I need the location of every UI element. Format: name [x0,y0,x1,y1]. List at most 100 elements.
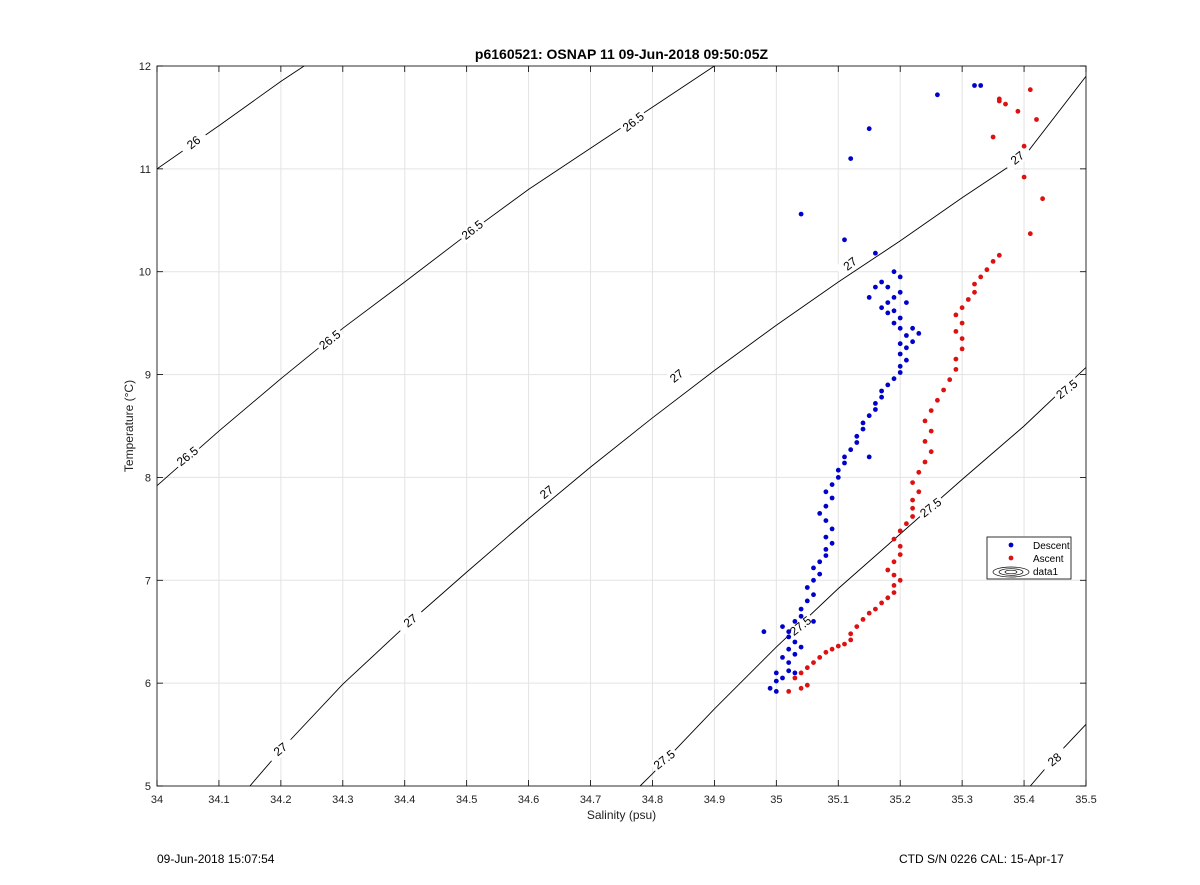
data-point [842,237,847,243]
data-point [873,284,878,290]
data-point [897,289,903,295]
data-point [811,619,816,624]
data-point [829,526,835,532]
data-point [885,300,891,305]
x-tick-label: 34.1 [208,794,229,806]
data-point [891,583,897,588]
data-point [842,641,847,647]
chart-title: p6160521: OSNAP 11 09-Jun-2018 09:50:05Z [475,46,769,62]
data-point [823,489,829,495]
data-point [916,331,922,336]
data-point [885,310,891,316]
data-point [996,98,1002,104]
data-point [990,134,996,140]
data-point [910,480,915,485]
data-point [897,363,903,369]
data-point [891,572,897,578]
data-point [817,571,823,577]
data-point [953,312,959,318]
data-point [879,388,884,394]
data-point [811,565,816,571]
data-point [866,413,872,419]
data-point [798,644,804,650]
data-point [897,552,903,557]
data-point [928,408,934,413]
y-axis-label: Temperature (°C) [122,380,136,472]
y-tick-label: 5 [145,781,151,793]
data-point [798,685,804,691]
data-point [904,521,909,527]
data-point [1027,231,1033,237]
data-point [885,284,891,290]
data-point [904,300,909,305]
data-point [959,346,965,352]
data-point [860,426,866,432]
legend-marker [1008,542,1014,548]
data-point [972,83,977,88]
x-axis-label: Salinity (psu) [587,808,656,822]
legend-label: Descent [1033,541,1070,552]
data-point [823,503,829,509]
x-tick-label: 34.3 [332,794,353,806]
data-point [959,320,965,326]
data-point [972,289,977,295]
data-point [928,428,934,434]
data-point [897,315,903,321]
data-point [866,295,872,300]
data-point [835,643,841,649]
data-point [910,505,915,511]
data-point [798,211,804,217]
data-point [897,341,903,347]
data-point [829,646,835,652]
data-point [891,320,897,326]
x-tick-label: 35.1 [828,794,849,806]
data-point [885,567,891,573]
data-point [817,559,823,565]
data-point [879,600,884,606]
x-tick-label: 35.2 [889,794,910,806]
data-point [835,475,841,480]
data-point [891,308,897,314]
legend-contour-icon [992,566,1030,578]
data-point [879,279,884,285]
data-point [904,345,909,351]
data-point [904,333,909,338]
data-point [786,646,792,652]
data-point [866,126,872,132]
data-point [773,670,779,676]
data-point [798,670,804,676]
data-point [786,629,792,635]
data-point [1021,143,1027,149]
data-point [804,598,810,604]
data-point [798,613,804,619]
x-tick-label: 34.5 [456,794,477,806]
data-point [792,670,798,676]
data-point [910,497,915,503]
data-point [848,156,854,162]
data-point [922,439,928,444]
data-point [891,536,897,542]
data-point [891,376,897,382]
grid [156,65,1087,787]
x-tick-label: 34.9 [704,794,725,806]
data-point [1003,101,1008,107]
data-point [897,325,903,331]
data-point [829,540,835,546]
data-point [829,482,835,487]
data-series [761,83,1045,694]
x-tick-label: 34 [151,794,163,806]
data-point [817,511,823,516]
data-point [916,469,922,475]
data-point [941,387,946,393]
y-tick-label: 10 [139,267,151,279]
data-point [848,637,854,643]
data-point [792,639,798,645]
data-point [823,553,829,558]
legend-label: data1 [1033,567,1058,578]
data-point [786,668,792,674]
data-point [910,339,915,345]
data-point [848,447,854,453]
data-point [786,689,792,694]
data-point [897,274,903,280]
data-point [953,356,959,362]
